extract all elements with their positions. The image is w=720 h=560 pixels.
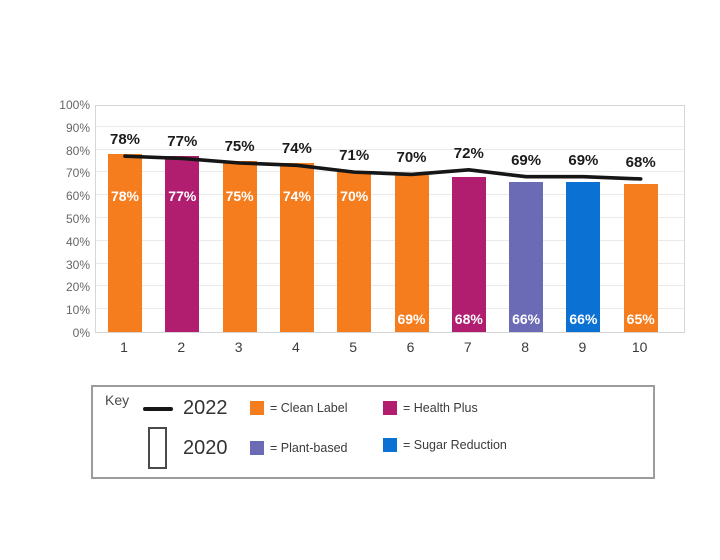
- line-value-label: 77%: [167, 133, 198, 151]
- bar-category-9: [566, 181, 601, 332]
- y-axis-tick-label: 100%: [59, 98, 90, 112]
- y-axis-tick-label: 40%: [65, 234, 90, 249]
- bar-value-label: 66%: [569, 311, 598, 327]
- legend-entry-clean-label: = Clean Label: [250, 401, 348, 415]
- line-2022-swatch: [143, 407, 173, 411]
- bar-value-label: 65%: [626, 311, 655, 327]
- legend-entry-sugar-reduction: = Sugar Reduction: [383, 438, 507, 452]
- y-axis-tick-label: 30%: [65, 257, 90, 272]
- x-axis-category-label: 2: [177, 339, 186, 355]
- x-axis-category-label: 10: [631, 339, 648, 355]
- x-axis-category-label: 8: [521, 339, 529, 355]
- sugar-reduction-swatch: [383, 438, 397, 452]
- y-axis-tick-label: 0%: [72, 326, 90, 340]
- bar-category-2: [165, 156, 200, 332]
- sugar-reduction-text: = Sugar Reduction: [403, 438, 507, 452]
- x-axis-category-label: 3: [234, 339, 243, 355]
- line-value-label: 71%: [339, 147, 370, 165]
- gridline-20pct: [96, 285, 684, 287]
- gridline-30pct: [96, 262, 684, 264]
- y-axis-tick-label: 60%: [65, 189, 90, 204]
- x-axis-category-label: 1: [120, 339, 128, 355]
- bar-value-label: 66%: [512, 311, 541, 327]
- y-axis-tick-label: 90%: [65, 120, 90, 135]
- bar-2020-swatch: [148, 427, 167, 469]
- gridline-40pct: [96, 239, 684, 241]
- line-value-label: 69%: [511, 151, 542, 169]
- health-plus-swatch: [383, 401, 397, 415]
- bar-2020-label: 2020: [183, 437, 228, 459]
- line-value-label: 68%: [625, 153, 656, 171]
- x-axis-category-label: 6: [406, 339, 415, 355]
- clean-label-swatch: [250, 401, 264, 415]
- y-axis-tick-label: 20%: [65, 280, 90, 295]
- bar-category-8: [509, 181, 544, 332]
- bar-category-6: [394, 174, 429, 332]
- line-value-label: 75%: [224, 138, 255, 155]
- line-value-label: 70%: [396, 149, 427, 167]
- line-value-label: 74%: [281, 140, 312, 158]
- gridline-10pct: [96, 308, 684, 310]
- gridline-60pct: [96, 194, 684, 196]
- y-axis-tick-label: 80%: [65, 143, 90, 158]
- bar-value-label: 69%: [397, 311, 426, 327]
- gridline-90pct: [96, 125, 684, 127]
- x-axis-category-label: 4: [291, 339, 300, 355]
- x-axis-category-label: 9: [578, 339, 587, 355]
- bar-category-3: [222, 161, 257, 332]
- x-axis-category-label: 5: [349, 339, 358, 355]
- y-axis-tick-label: 70%: [65, 166, 90, 181]
- bar-category-1: [108, 154, 142, 332]
- gridline-80pct: [96, 148, 684, 150]
- bar-category-7: [451, 176, 486, 332]
- line-value-label: 78%: [109, 131, 141, 149]
- legend-entry-health-plus: = Health Plus: [383, 401, 478, 415]
- line-value-label: 69%: [568, 151, 599, 169]
- y-axis-tick-label: 50%: [65, 212, 90, 226]
- gridline-50pct: [96, 217, 684, 218]
- bar-value-label: 70%: [340, 188, 369, 204]
- health-plus-text: = Health Plus: [403, 401, 478, 415]
- plant-based-swatch: [250, 441, 264, 455]
- bar-category-4: [279, 163, 314, 332]
- line-2022-label: 2022: [183, 397, 228, 419]
- key-legend: Key 2022 2020 = Clean Label = Health Plu…: [91, 385, 655, 479]
- legend-entry-plant-based: = Plant-based: [250, 441, 347, 455]
- y-axis-tick-label: 10%: [65, 303, 90, 318]
- bar-value-label: 75%: [225, 188, 254, 204]
- x-axis-category-label: 7: [463, 339, 472, 355]
- bar-category-5: [337, 172, 372, 332]
- bar-category-10: [623, 183, 658, 332]
- bar-value-label: 77%: [168, 188, 197, 204]
- plant-based-text: = Plant-based: [270, 441, 348, 455]
- clean-label-text: = Clean Label: [270, 401, 348, 415]
- bar-value-label: 68%: [454, 311, 483, 327]
- line-value-label: 72%: [453, 144, 484, 162]
- bar-value-label: 74%: [282, 188, 311, 204]
- bar-value-label: 78%: [110, 188, 140, 204]
- plot-area: 78% 77% 75% 74% 70% 69% 68% 66% 66% 65% 78% 77% 75% 7…: [95, 105, 685, 333]
- key-title: Key: [105, 392, 130, 408]
- trend-line-2022: [123, 154, 643, 181]
